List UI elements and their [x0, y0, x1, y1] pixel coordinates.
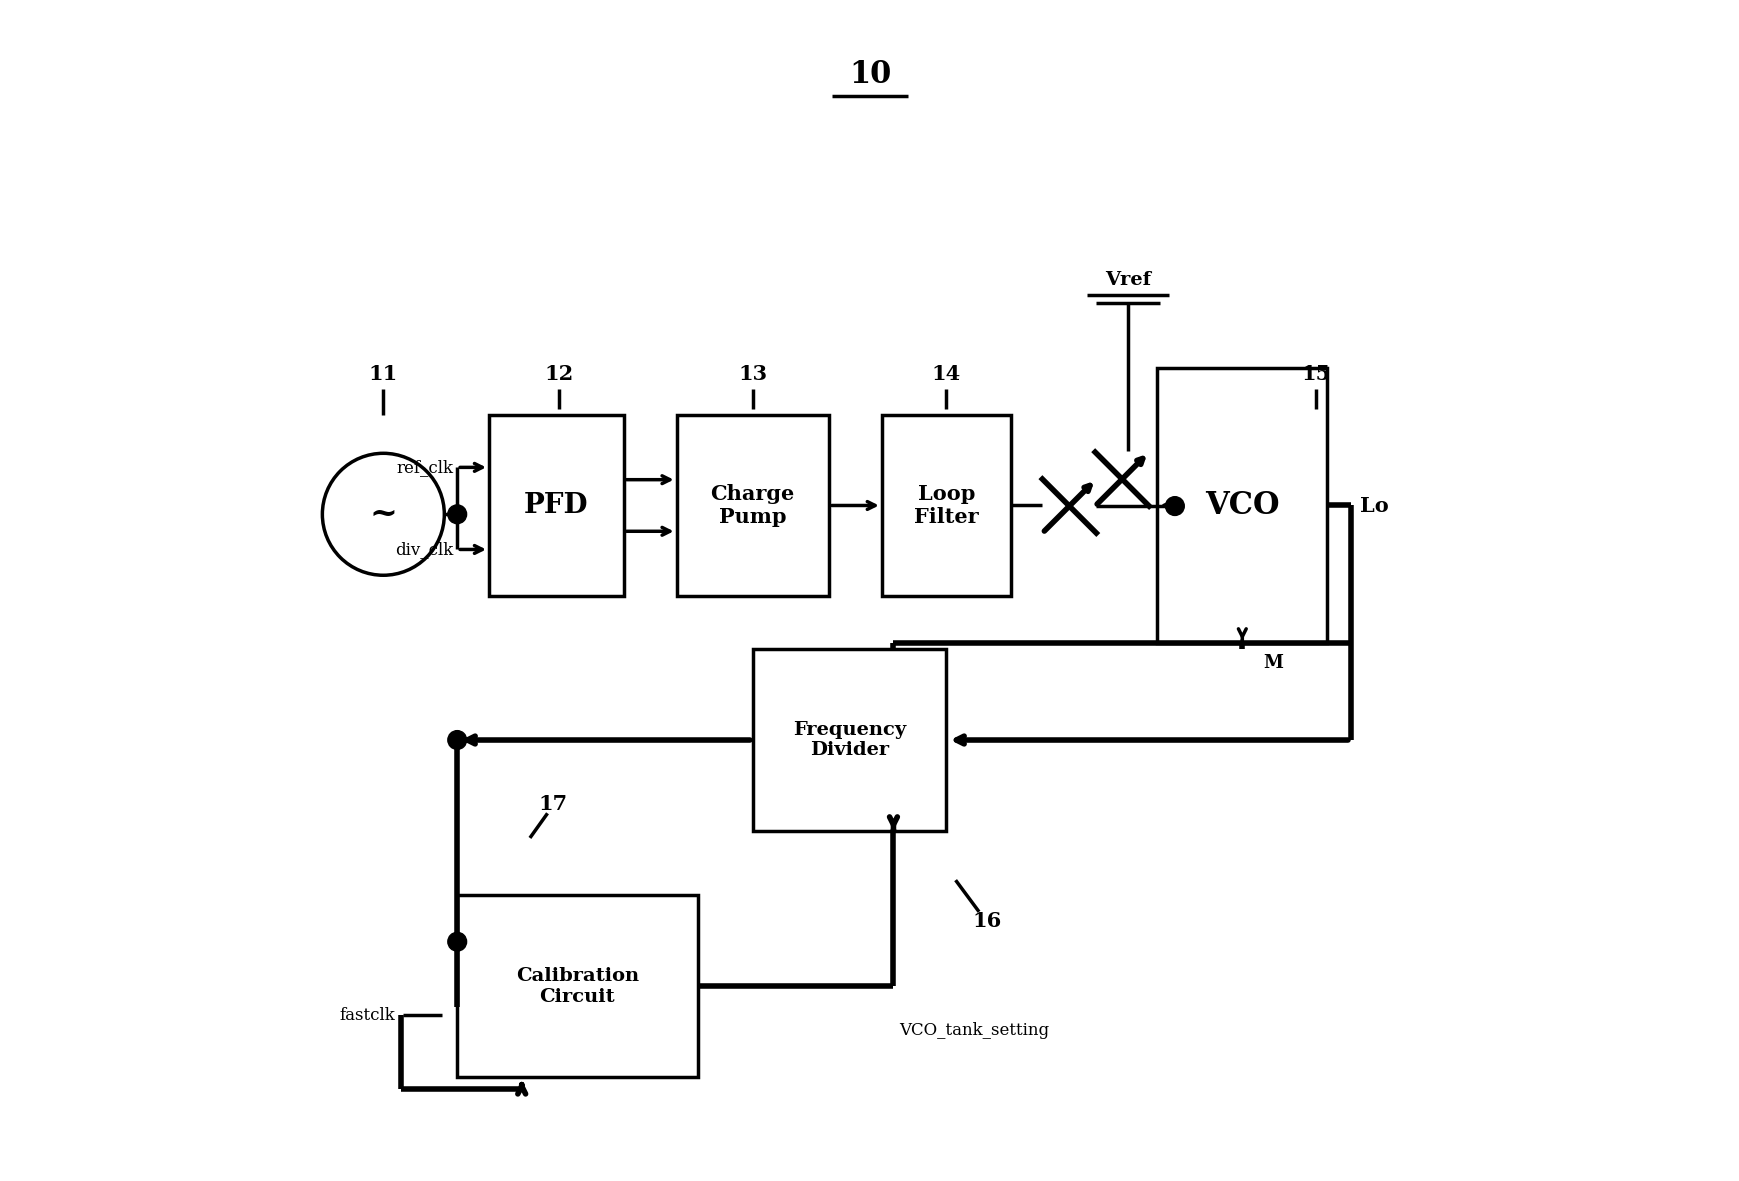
- Text: 12: 12: [544, 364, 574, 384]
- Bar: [676, 415, 828, 596]
- Text: M: M: [1263, 654, 1282, 672]
- Bar: [753, 650, 946, 831]
- Circle shape: [1165, 497, 1184, 515]
- Text: Charge
Pump: Charge Pump: [710, 484, 795, 527]
- Text: Loop
Filter: Loop Filter: [913, 484, 977, 527]
- Text: 16: 16: [972, 912, 1002, 931]
- Text: Calibration
Circuit: Calibration Circuit: [515, 967, 638, 1006]
- Text: Vref: Vref: [1104, 270, 1149, 288]
- Circle shape: [447, 731, 466, 750]
- Circle shape: [447, 932, 466, 951]
- Text: 14: 14: [930, 364, 960, 384]
- Text: div_clk: div_clk: [395, 541, 454, 557]
- Text: fastclk: fastclk: [339, 1006, 395, 1024]
- Text: VCO: VCO: [1205, 490, 1278, 521]
- Text: ~: ~: [369, 497, 396, 530]
- Text: 15: 15: [1301, 364, 1330, 384]
- Text: 11: 11: [369, 364, 398, 384]
- Text: ref_clk: ref_clk: [396, 459, 454, 476]
- Text: Frequency
Divider: Frequency Divider: [793, 720, 906, 759]
- Text: 13: 13: [737, 364, 767, 384]
- Text: VCO_tank_setting: VCO_tank_setting: [899, 1022, 1049, 1039]
- Bar: [1156, 367, 1327, 644]
- Bar: [489, 415, 623, 596]
- Bar: [457, 895, 697, 1077]
- Text: PFD: PFD: [523, 492, 588, 518]
- Text: 17: 17: [539, 794, 567, 814]
- Bar: [882, 415, 1010, 596]
- Circle shape: [447, 505, 466, 523]
- Text: 10: 10: [849, 59, 890, 90]
- Text: Lo: Lo: [1360, 496, 1388, 516]
